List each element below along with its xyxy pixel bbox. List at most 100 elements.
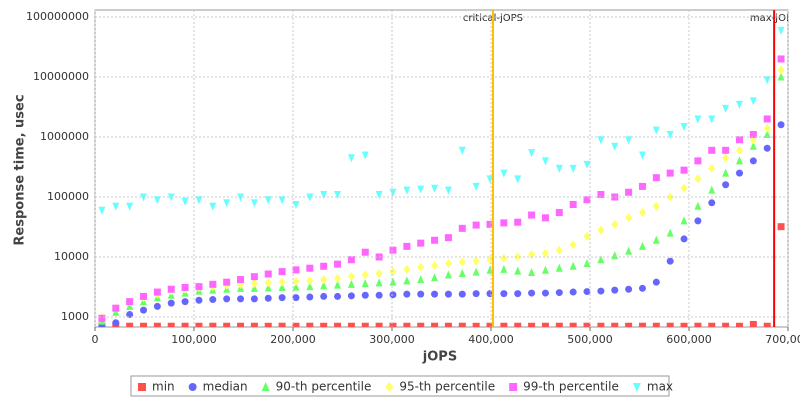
point — [153, 288, 161, 296]
point — [292, 282, 300, 291]
point — [597, 255, 605, 264]
point — [680, 216, 688, 225]
point — [500, 169, 508, 178]
point — [403, 290, 411, 298]
point — [417, 262, 425, 272]
point — [528, 211, 536, 219]
point — [292, 276, 300, 286]
point — [541, 157, 549, 166]
point — [195, 296, 203, 304]
point — [334, 280, 342, 289]
point — [195, 196, 203, 205]
point — [722, 146, 730, 154]
point — [417, 290, 425, 298]
point — [735, 322, 743, 327]
point — [528, 149, 536, 158]
point — [611, 322, 619, 327]
point — [722, 104, 730, 113]
point — [264, 270, 272, 278]
point — [486, 265, 494, 274]
point — [361, 291, 369, 299]
point — [361, 248, 369, 256]
point — [98, 314, 106, 322]
point — [126, 322, 134, 327]
x-tick-label: 0 — [92, 333, 99, 346]
point — [735, 145, 743, 155]
point — [541, 265, 549, 274]
point — [153, 196, 161, 205]
point — [444, 322, 452, 327]
point — [583, 322, 591, 327]
point — [638, 208, 646, 218]
point — [555, 209, 563, 217]
point — [140, 322, 148, 327]
point — [264, 283, 272, 292]
point — [777, 55, 785, 63]
point — [431, 290, 439, 298]
point — [777, 121, 785, 129]
point — [749, 157, 757, 165]
point — [583, 160, 591, 169]
point — [347, 272, 355, 282]
point — [597, 136, 605, 145]
point — [652, 322, 660, 327]
point — [223, 322, 231, 327]
point — [347, 154, 355, 163]
point — [375, 291, 383, 299]
point — [514, 218, 522, 226]
point — [237, 322, 245, 327]
point — [500, 253, 508, 263]
point — [181, 298, 189, 306]
point — [458, 322, 466, 327]
plot-area — [94, 9, 789, 328]
point — [389, 322, 397, 327]
point — [708, 115, 716, 124]
point — [292, 322, 300, 327]
point — [140, 306, 148, 314]
point — [611, 193, 619, 201]
point — [486, 322, 494, 327]
point — [777, 26, 785, 35]
point — [735, 100, 743, 109]
reference-label: max-jOPS — [750, 13, 798, 24]
point — [334, 322, 342, 327]
point — [569, 240, 577, 250]
point — [250, 279, 258, 289]
point — [153, 322, 161, 327]
legend-label: 90-th percentile — [276, 380, 372, 394]
legend-label: max — [647, 380, 673, 394]
point — [583, 231, 591, 241]
point — [597, 191, 605, 199]
point — [680, 183, 688, 193]
point — [486, 220, 494, 228]
point — [458, 257, 466, 267]
point — [777, 65, 785, 75]
point — [126, 202, 134, 211]
point — [708, 199, 716, 207]
point — [320, 275, 328, 285]
point — [167, 322, 175, 327]
y-tick-label: 1000000 — [40, 130, 89, 143]
point — [306, 322, 314, 327]
point — [431, 236, 439, 244]
x-tick-label: 400,000 — [468, 333, 514, 346]
point — [541, 214, 549, 222]
point — [306, 193, 314, 202]
point — [694, 322, 702, 327]
point — [112, 202, 120, 211]
x-axis-label: jOPS — [422, 350, 457, 365]
point — [555, 289, 563, 297]
point — [541, 289, 549, 297]
point — [389, 277, 397, 286]
x-tick-label: 300,000 — [369, 333, 415, 346]
point — [652, 201, 660, 211]
point — [763, 130, 771, 139]
point — [708, 322, 716, 327]
point — [389, 267, 397, 277]
point — [153, 302, 161, 310]
point — [98, 206, 106, 215]
point — [361, 151, 369, 160]
point — [611, 142, 619, 151]
point — [347, 322, 355, 327]
x-tick-label: 500,000 — [567, 333, 613, 346]
